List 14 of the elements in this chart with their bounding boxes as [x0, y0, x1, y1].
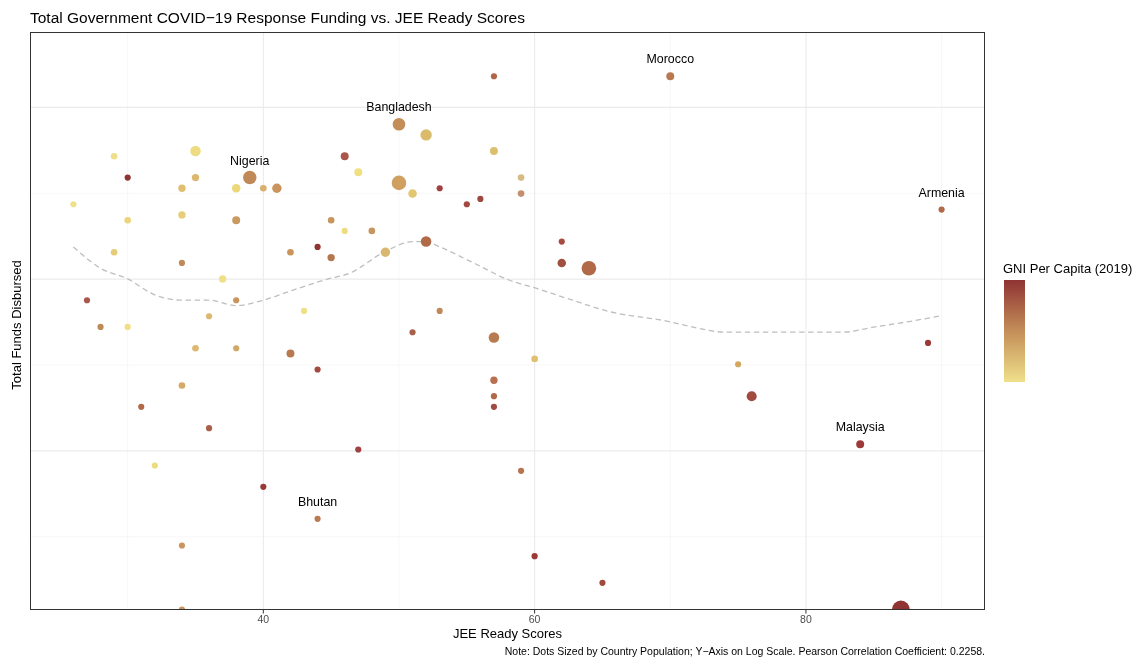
- color-bar-title: GNI Per Capita (2019): [1003, 261, 1133, 276]
- x-tick-label: 80: [800, 612, 812, 625]
- annotation: Malaysia: [835, 419, 885, 434]
- annotation: Bangladesh: [366, 100, 432, 115]
- x-tick-label: 40: [257, 612, 270, 625]
- chart-title: Total Government COVID−19 Response Funding vs. JEE Ready Scores: [30, 9, 525, 26]
- annotation: Armenia: [918, 185, 965, 200]
- annotation: Nigeria: [230, 153, 270, 168]
- y-axis-title: Total Funds Disbursed: [8, 260, 24, 390]
- annotation: Morocco: [646, 52, 695, 67]
- text: Note: Dots Sized by Country Population; Y−Axis on Log Scale. Pearson Correlation Coefficient: 0.2258.: [504, 645, 985, 657]
- x-tick-label: 60: [528, 612, 541, 625]
- annotation: Bhutan: [297, 494, 338, 509]
- x-axis-title: JEE Ready Scores: [452, 626, 563, 641]
